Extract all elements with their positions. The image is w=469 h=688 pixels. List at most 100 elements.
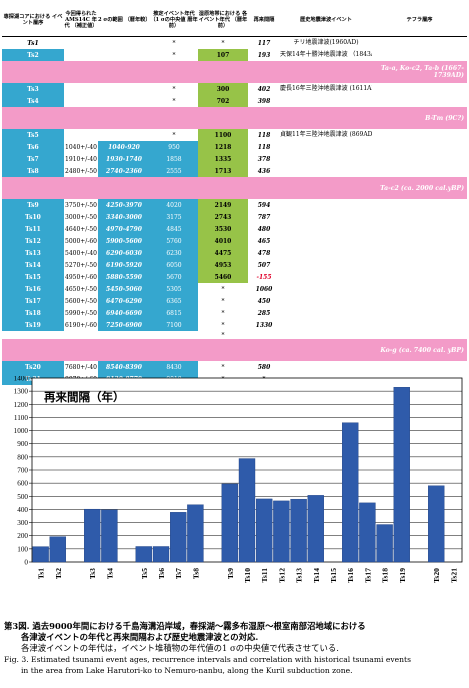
recurrence-cell: 507 bbox=[257, 261, 271, 269]
recurrence-interval-chart: 0 100 200 300 400 500 600 700 800 900 1000 1100 1200… bbox=[0, 375, 469, 596]
table-row: Ts14 5270+/-50 6190-5920 6050 4953 507 bbox=[2, 259, 467, 271]
marsh-age-cell: * bbox=[221, 309, 225, 317]
tephra-cell bbox=[372, 141, 467, 153]
empty-cell bbox=[248, 331, 280, 339]
calibrated-range-cell: 3340-3000 bbox=[98, 211, 150, 223]
marsh-age-cell: * bbox=[221, 321, 225, 329]
y-tick-label: 1000 bbox=[14, 427, 29, 435]
header-tephra: テフラ層序 bbox=[372, 4, 467, 37]
x-tick-label: Ts2 bbox=[54, 568, 63, 579]
calibrated-range-cell bbox=[98, 83, 150, 95]
historical-event-cell bbox=[280, 199, 372, 211]
tephra-cell bbox=[372, 153, 467, 165]
marsh-age-cell: 1335 bbox=[198, 153, 248, 165]
historical-event-cell bbox=[280, 307, 372, 319]
marsh-age-cell: 2149 bbox=[198, 199, 248, 211]
ams-age-cell: 3750+/-50 bbox=[65, 201, 97, 209]
table-header-row: 専探湖コアにおける イベント層序 今回得られた AMS14C 年代 （補正値） … bbox=[2, 4, 467, 37]
marsh-age-cell: 300 bbox=[198, 83, 248, 95]
tephra-cell bbox=[372, 235, 467, 247]
x-tick-label: Ts20 bbox=[432, 568, 441, 583]
table-row: Ts17 5600+/-50 6470-6290 6365 * 450 bbox=[2, 295, 467, 307]
caption-en-line1: Fig. 3. Estimated tsunami event ages, re… bbox=[4, 655, 411, 664]
table-row: Ts16 4650+/-50 5450-5060 5305 * 1060 bbox=[2, 283, 467, 295]
tephra-cell bbox=[372, 283, 467, 295]
calibrated-range-cell bbox=[98, 49, 150, 61]
estimated-age-cell: 950 bbox=[150, 141, 198, 153]
table-row: Ts11 4640+/-50 4970-4790 4845 3530 480 bbox=[2, 223, 467, 235]
y-tick-label: 400 bbox=[17, 506, 28, 514]
recurrence-cell: 594 bbox=[257, 201, 271, 209]
x-tick-label: Ts7 bbox=[174, 568, 183, 579]
bar-Ts12 bbox=[273, 500, 290, 563]
ams-age-cell: 5400+/-40 bbox=[65, 249, 97, 257]
bar-Ts13 bbox=[290, 498, 307, 563]
x-tick-label: Ts6 bbox=[157, 568, 166, 579]
chart-svg: 0 100 200 300 400 500 600 700 800 900 1000 1100 1200… bbox=[14, 375, 463, 583]
historical-event-cell bbox=[280, 259, 372, 271]
y-tick-label: 100 bbox=[17, 545, 28, 553]
historical-event-cell bbox=[280, 271, 372, 283]
x-tick-label: Ts17 bbox=[363, 568, 372, 583]
event-name-cell: Ts12 bbox=[2, 235, 64, 247]
bar-Ts16 bbox=[342, 422, 359, 563]
header-historical: 歴史地震津波イベント bbox=[280, 4, 372, 37]
tephra-cell bbox=[372, 319, 467, 331]
tephra-cell bbox=[372, 295, 467, 307]
estimated-age-cell: 1858 bbox=[150, 153, 198, 165]
tephra-band bbox=[2, 107, 372, 129]
bar-Ts5 bbox=[135, 546, 152, 563]
recurrence-cell: 398 bbox=[257, 97, 271, 105]
empty-cell bbox=[280, 331, 372, 339]
x-tick-label: Ts1 bbox=[37, 568, 46, 579]
calibrated-range-cell: 4970-4790 bbox=[98, 223, 150, 235]
event-name-cell: Ts17 bbox=[2, 295, 64, 307]
marsh-age-cell: * bbox=[221, 363, 225, 371]
marsh-age-cell: 4010 bbox=[198, 235, 248, 247]
y-tick-label: 0 bbox=[24, 559, 28, 567]
ams-age-cell: 4650+/-50 bbox=[65, 285, 97, 293]
event-name-cell: Ts3 bbox=[2, 83, 64, 95]
table-row: Ts5 * 1100 118 貞観11年三陸沖地震津波 (869AD）? bbox=[2, 129, 467, 141]
bar-Ts10 bbox=[238, 458, 256, 563]
tephra-label: Ta-a, Ko-c2, Ta-b (1667-1739AD) bbox=[372, 61, 467, 83]
marsh-age-cell: 702 bbox=[198, 95, 248, 107]
tephra-label: Ta-c2 (ca. 2000 cal.yBP) bbox=[372, 177, 467, 199]
tephra-cell bbox=[372, 37, 467, 50]
calibrated-range-cell: 8540-8390 bbox=[98, 361, 150, 373]
ams-age-cell: 5600+/-50 bbox=[65, 297, 97, 305]
marsh-age-cell: 2743 bbox=[198, 211, 248, 223]
ams-age-cell: 1910+/-40 bbox=[65, 155, 97, 163]
tephra-label: Ko-g (ca. 7400 cal. yBP) bbox=[372, 339, 467, 361]
recurrence-cell: -155 bbox=[256, 273, 272, 281]
x-tick-label: Ts9 bbox=[226, 568, 235, 579]
bar-Ts3 bbox=[84, 508, 101, 563]
event-name-cell: Ts18 bbox=[2, 307, 64, 319]
header-estimated: 推定イベント年代 （1 σの中央値 暦年前） bbox=[150, 4, 198, 37]
historical-event-cell bbox=[280, 223, 372, 235]
event-name-cell: Ts19 bbox=[2, 319, 64, 331]
tephra-cell bbox=[372, 165, 467, 177]
estimated-age-cell: 4020 bbox=[150, 199, 198, 211]
estimated-age-cell: 6365 bbox=[150, 295, 198, 307]
table-row: Ts8 2480+/-50 2740-2360 2555 1713 436 bbox=[2, 165, 467, 177]
recurrence-cell: 402 bbox=[257, 85, 271, 93]
tephra-cell bbox=[372, 129, 467, 141]
marsh-age-cell: * bbox=[221, 297, 225, 305]
x-tick-label: Ts16 bbox=[346, 568, 355, 583]
y-tick-label: 300 bbox=[17, 519, 28, 527]
y-tick-label: 700 bbox=[17, 467, 28, 475]
calibrated-range-cell bbox=[98, 37, 150, 50]
table-row: Ts13 5400+/-40 6290-6030 6230 4475 478 bbox=[2, 247, 467, 259]
estimated-age-cell: 5760 bbox=[150, 235, 198, 247]
estimated-age-cell: 8430 bbox=[150, 361, 198, 373]
estimated-age-cell: 4845 bbox=[150, 223, 198, 235]
recurrence-cell: 465 bbox=[257, 237, 271, 245]
recurrence-cell: 117 bbox=[257, 39, 271, 47]
marsh-age-cell: 1218 bbox=[198, 141, 248, 153]
calibrated-range-cell: 1040-920 bbox=[98, 141, 150, 153]
marsh-age-cell: 3530 bbox=[198, 223, 248, 235]
table-row: Ts1 * * 117 チリ地震津波(1960AD) bbox=[2, 37, 467, 50]
ams-age-cell bbox=[64, 129, 98, 141]
x-tick-label: Ts5 bbox=[140, 568, 149, 579]
